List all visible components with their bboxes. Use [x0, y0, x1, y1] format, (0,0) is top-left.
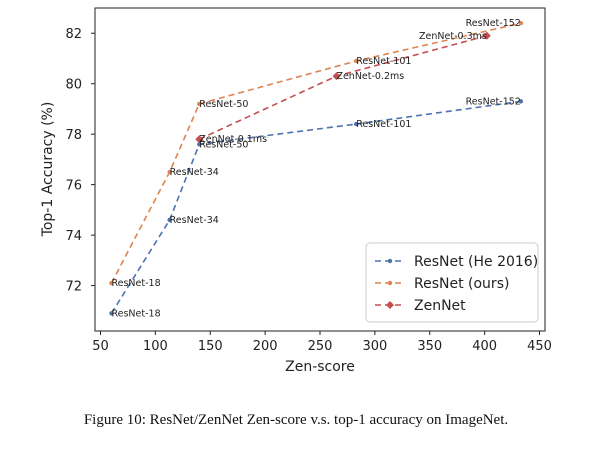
series-layer [109, 20, 524, 316]
legend-box [365, 242, 539, 323]
data-label: ZenNet-0.2ms [336, 71, 404, 82]
data-point-resnet-he-2016 [518, 99, 524, 104]
y-tick-label: 74 [65, 229, 82, 244]
legend-marker-resnet-he-2016 [387, 258, 393, 264]
point-label-layer: ResNet-18 ResNet-34 ResNet-50 ResNet-101 Res… [111, 18, 520, 319]
data-label: ResNet-18 [111, 278, 160, 289]
data-label: ResNet-50 [199, 99, 248, 110]
data-point-resnet-he-2016 [197, 142, 202, 147]
series-line-resnet-ours [110, 22, 522, 284]
x-axis-title: Zen-score [285, 359, 355, 375]
series-line-zennet [198, 34, 488, 140]
data-label: ZenNet-0.1ms [199, 134, 267, 145]
y-tick-label: 72 [65, 280, 82, 295]
legend-marker-zennet [386, 301, 394, 309]
data-label: ResNet-101 [356, 56, 411, 67]
data-point-resnet-ours [518, 20, 524, 26]
x-tick-label: 200 [253, 339, 278, 354]
y-tick-label: 76 [65, 179, 82, 194]
data-point-resnet-ours [109, 280, 114, 286]
data-label: ResNet-34 [170, 167, 219, 178]
legend-marker-resnet-ours [387, 280, 393, 286]
legend-label-zennet: ZenNet [414, 298, 466, 314]
data-point-resnet-he-2016 [167, 217, 172, 223]
x-tick-label: 50 [92, 339, 109, 354]
y-tick-label: 80 [65, 78, 82, 93]
data-label: ResNet-101 [356, 119, 411, 130]
x-tick-label: 350 [417, 339, 442, 354]
legend-entries: ResNet (He 2016) ResNet (ours) ZenNet [375, 254, 538, 314]
data-point-resnet-he-2016 [354, 121, 359, 127]
x-tick-label: 400 [472, 339, 497, 354]
data-point-resnet-ours [197, 101, 202, 107]
x-tick-label: 100 [143, 339, 168, 354]
y-tick-label: 82 [65, 27, 82, 42]
y-tick-label: 78 [65, 128, 82, 143]
data-point-resnet-ours [167, 169, 172, 175]
chart-figure: ResNet-18 ResNet-34 ResNet-50 ResNet-101 Res… [40, 7, 552, 375]
data-label: ResNet-50 [199, 139, 248, 150]
legend-label-resnet-ours: ResNet (ours) [414, 276, 509, 292]
y-axis-title: Top-1 Accuracy (%) [40, 102, 56, 238]
data-label: ResNet-152 [466, 18, 521, 29]
data-label: ResNet-152 [466, 96, 521, 107]
legend: ResNet (He 2016) ResNet (ours) ZenNet [365, 242, 539, 323]
data-point-zennet [195, 135, 204, 144]
data-label: ResNet-18 [111, 308, 160, 319]
data-point-zennet [332, 72, 341, 81]
data-label: ZenNet-0.3ms [419, 31, 487, 42]
x-tick-label: 150 [198, 339, 223, 354]
x-tick-label: 450 [527, 339, 552, 354]
data-point-zennet [482, 31, 491, 40]
legend-label-resnet-he-2016: ResNet (He 2016) [414, 254, 538, 270]
data-point-resnet-ours [354, 58, 359, 64]
figure-caption: Figure 10: ResNet/ZenNet Zen-score v.s. … [83, 412, 509, 428]
data-point-resnet-he-2016 [109, 311, 114, 316]
data-label: ResNet-34 [170, 215, 219, 226]
x-tick-label: 250 [308, 339, 333, 354]
tick-layer: 50 100 150 200 250 300 350 400 450 72 74 76 78 80 82 [65, 27, 551, 354]
x-tick-label: 300 [362, 339, 387, 354]
